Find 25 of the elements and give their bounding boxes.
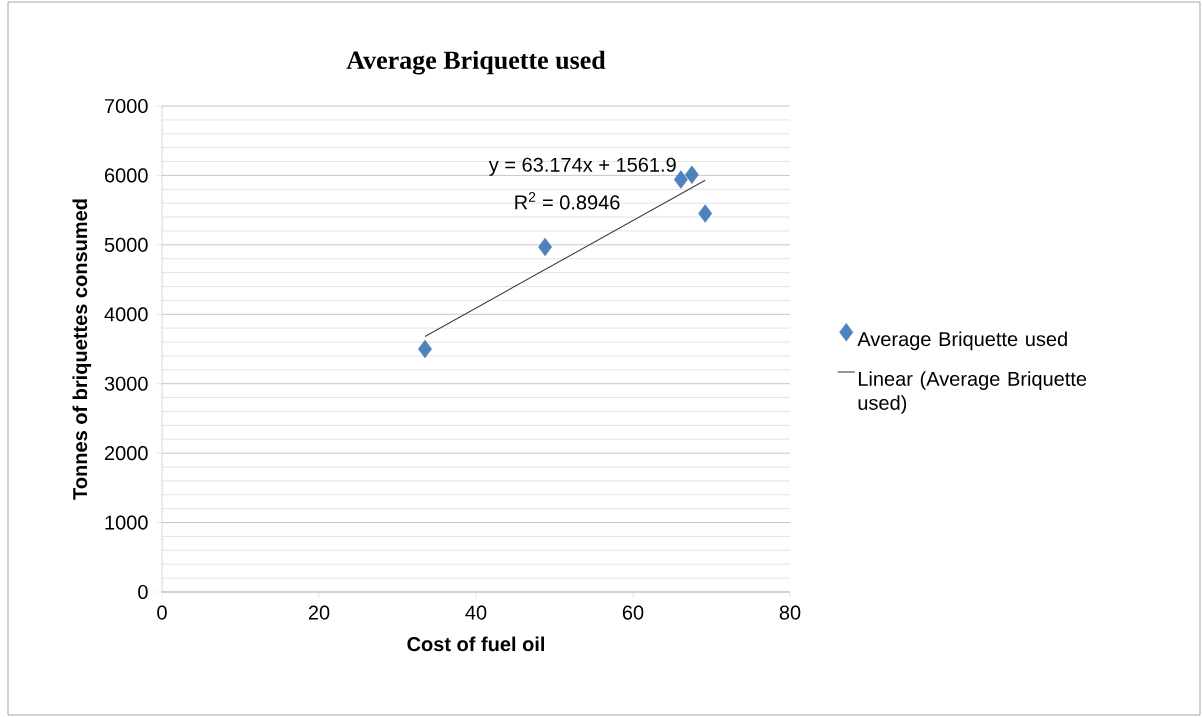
legend-label: Linear (Average Briquette used) (858, 371, 1087, 414)
annotation: y = 63.174x + 1561.9 (488, 157, 676, 176)
y-tick-label: 3000 (104, 376, 148, 391)
y-tick-label: 7000 (105, 98, 148, 114)
y-tick-label: 2000 (104, 446, 148, 461)
point (538, 237, 553, 257)
x-tick-label: 20 (308, 605, 330, 620)
legend-label: Average Briquette used (857, 331, 1067, 351)
chart-title: Average Briquette used (346, 50, 606, 75)
x-tick-label: 40 (465, 605, 487, 620)
y-tick-label: 1000 (105, 515, 148, 530)
x-axis-title: Cost of fuel oil (407, 636, 545, 652)
point (418, 339, 432, 359)
annotation: R$^{2}$ = 0.8946 (515, 192, 620, 210)
y-tick-label: 5000 (104, 237, 148, 252)
x-tick-label: 0 (157, 605, 167, 620)
x-tick-label: 60 (622, 605, 644, 620)
point (673, 170, 688, 189)
y-axis-title: Tonnes of briquettes consumed (72, 199, 92, 500)
point (698, 204, 713, 223)
y-tick-label: 0 (138, 584, 148, 600)
x-tick-label: 80 (779, 605, 801, 620)
y-tick-label: 6000 (105, 168, 148, 183)
y-tick-label: 4000 (104, 307, 148, 322)
point (684, 165, 699, 184)
